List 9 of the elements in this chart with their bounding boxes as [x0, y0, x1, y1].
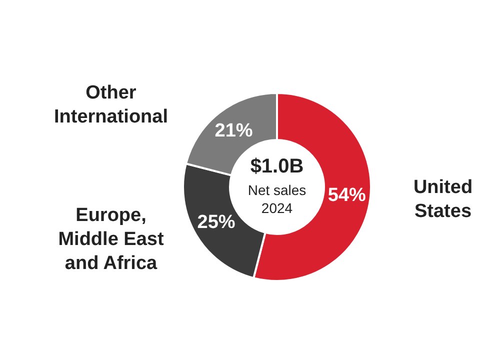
slice-label: Europe, Middle East and Africa: [58, 204, 164, 274]
data-label: 21%: [214, 120, 253, 142]
data-label: 54%: [328, 185, 366, 206]
text: Net sales: [248, 182, 306, 198]
slice-label: Other International: [54, 82, 168, 128]
slice-label: United States: [413, 177, 473, 222]
text: $1.0B: [250, 156, 304, 178]
data-label: 25%: [197, 212, 236, 234]
text: 2024: [261, 200, 293, 216]
